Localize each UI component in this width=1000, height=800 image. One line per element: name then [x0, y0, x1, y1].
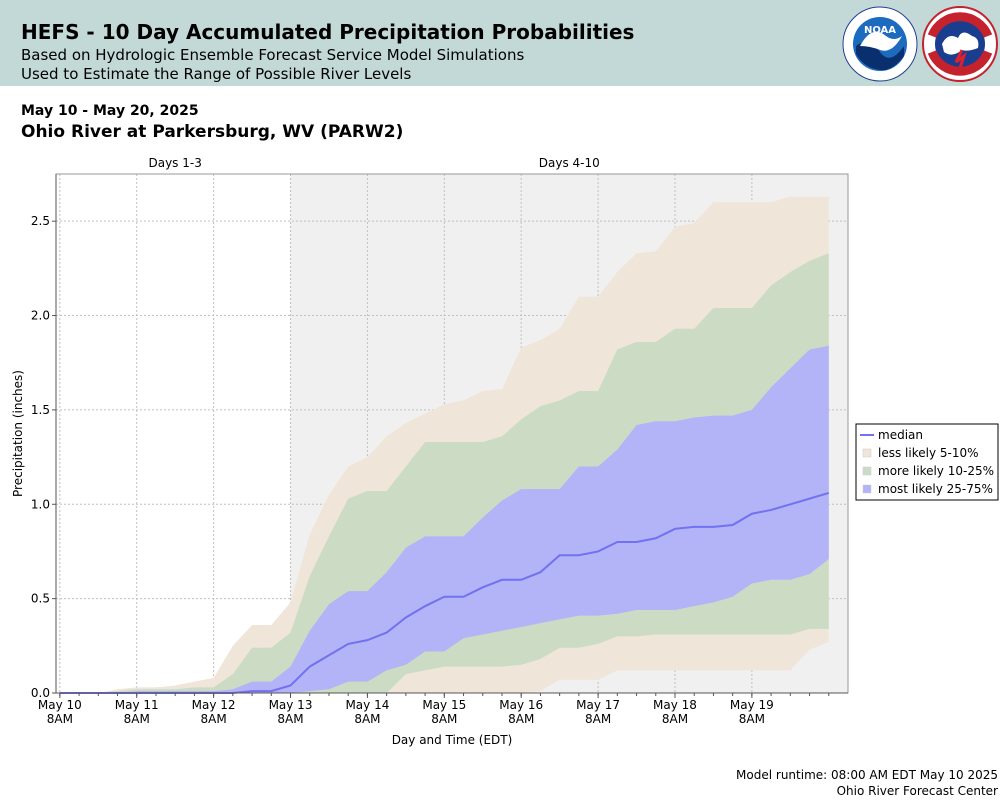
legend-label: most likely 25-75% — [878, 482, 993, 496]
nws-logo — [922, 6, 998, 82]
forecast-period: May 10 - May 20, 2025 — [21, 103, 199, 119]
model-runtime: Model runtime: 08:00 AM EDT May 10 2025 — [736, 768, 998, 782]
legend-swatch — [862, 484, 872, 494]
x-tick-label-date: May 17 — [576, 698, 620, 712]
x-tick-label-time: 8AM — [662, 712, 688, 726]
page-subtitle-line2: Used to Estimate the Range of Possible R… — [21, 65, 412, 83]
noaa-logo-text: NOAA — [864, 25, 896, 36]
header-banner: HEFS - 10 Day Accumulated Precipitation … — [0, 0, 1000, 86]
legend-label: median — [878, 428, 923, 442]
x-tick-label-date: May 18 — [653, 698, 697, 712]
forecast-center: Ohio River Forecast Center — [836, 784, 998, 798]
legend-box — [855, 423, 999, 501]
x-tick-label-date: May 14 — [345, 698, 389, 712]
x-tick-label-time: 8AM — [739, 712, 765, 726]
legend-swatch — [862, 466, 872, 476]
x-tick-label-time: 8AM — [201, 712, 227, 726]
y-tick-label: 2.5 — [31, 214, 50, 228]
y-tick-label: 1.0 — [31, 497, 50, 511]
x-tick-label-time: 8AM — [508, 712, 534, 726]
x-tick-label-date: May 19 — [730, 698, 774, 712]
y-tick-label: 1.5 — [31, 403, 50, 417]
x-tick-label-time: 8AM — [431, 712, 457, 726]
x-tick-label-date: May 10 — [38, 698, 82, 712]
legend-label: more likely 10-25% — [878, 464, 994, 478]
noaa-logo: NOAA — [842, 6, 918, 82]
legend-swatch — [862, 448, 872, 458]
region-label: Days 4-10 — [539, 156, 600, 170]
y-tick-label: 0.5 — [31, 592, 50, 606]
x-tick-label-date: May 15 — [422, 698, 466, 712]
location-title: Ohio River at Parkersburg, WV (PARW2) — [21, 122, 404, 142]
legend-label: less likely 5-10% — [878, 446, 979, 460]
y-tick-label: 0.0 — [31, 686, 50, 700]
x-tick-label-date: May 13 — [269, 698, 313, 712]
band-most-likely — [59, 345, 829, 693]
page-subtitle-line1: Based on Hydrologic Ensemble Forecast Se… — [21, 46, 525, 64]
y-tick-label: 2.0 — [31, 309, 50, 323]
region-label: Days 1-3 — [148, 156, 201, 170]
x-tick-label-date: May 11 — [115, 698, 159, 712]
x-axis-title: Day and Time (EDT) — [392, 733, 513, 747]
x-tick-label-date: May 16 — [499, 698, 543, 712]
x-tick-label-date: May 12 — [192, 698, 236, 712]
page-title: HEFS - 10 Day Accumulated Precipitation … — [21, 20, 635, 44]
x-tick-label-time: 8AM — [47, 712, 73, 726]
x-tick-label-time: 8AM — [277, 712, 303, 726]
x-tick-label-time: 8AM — [585, 712, 611, 726]
x-tick-label-time: 8AM — [354, 712, 380, 726]
y-axis-title: Precipitation (inches) — [11, 370, 25, 497]
x-tick-label-time: 8AM — [124, 712, 150, 726]
